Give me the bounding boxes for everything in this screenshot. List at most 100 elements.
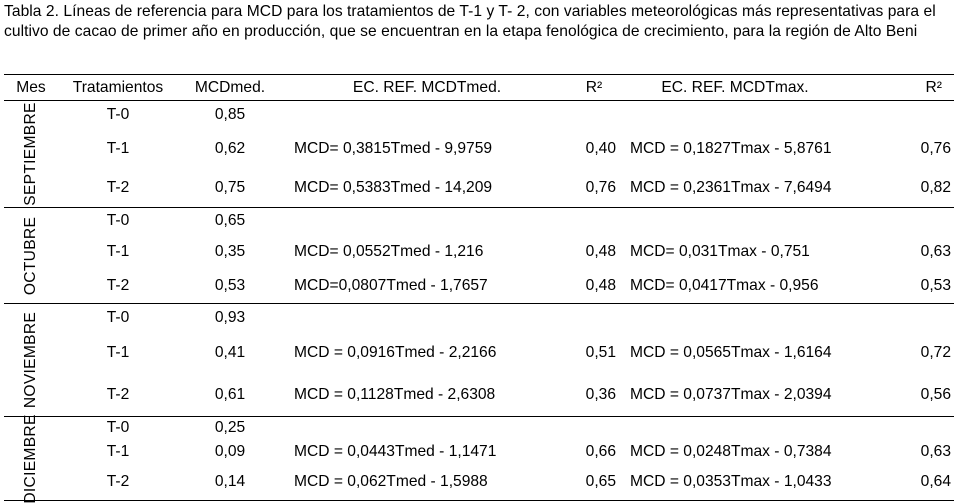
r2-max-cell <box>854 101 954 130</box>
mcdmed-cell: 0,53 <box>214 276 246 294</box>
header-ec-med: EC. REF. MCDTmed. <box>282 74 572 101</box>
mcdmed-cell: 0,85 <box>214 106 246 124</box>
ec-med-cell: MCD= 0,3815Tmed - 9,9759 <box>294 140 493 157</box>
ec-max-cell: MCD = 0,0248Tmax - 0,7384 <box>630 442 832 460</box>
r2-max-cell <box>854 416 954 440</box>
header-row: Mes Tratamientos MCDmed. EC. REF. MCDTme… <box>4 74 954 101</box>
tratamiento-cell: T-1 <box>106 344 130 361</box>
r2-max-cell: 0,53 <box>920 276 951 294</box>
table-row: T-1 0,62 MCD= 0,3815Tmed - 9,9759 0,40 MCD =… <box>4 130 954 169</box>
mcdmed-cell: 0,09 <box>214 442 246 460</box>
table-row: T-2 0,14 MCD = 0,062Tmed - 1,5988 0,65 MCD =… <box>4 463 954 501</box>
r2-max-cell: 0,63 <box>920 242 951 260</box>
month-label: OCTUBRE <box>22 216 39 295</box>
r2-med-cell <box>572 101 616 130</box>
r2-med-cell <box>572 303 616 333</box>
ec-med-cell: MCD= 0,0552Tmed - 1,216 <box>294 242 484 260</box>
month-label: DICIEMBRE <box>22 413 39 503</box>
table-row: T-1 0,35 MCD= 0,0552Tmed - 1,216 0,48 MCD= 0… <box>4 235 954 269</box>
r2-med-cell: 0,65 <box>572 463 616 501</box>
r2-med-cell <box>572 207 616 235</box>
ec-med-cell <box>282 101 572 130</box>
r2-max-cell <box>854 303 954 333</box>
tratamiento-cell: T-0 <box>58 303 178 333</box>
ec-max-cell: MCD = 0,1827Tmax - 5,8761 <box>630 140 832 157</box>
ec-med-cell: MCD = 0,0916Tmed - 2,2166 <box>294 344 497 361</box>
r2-med-cell <box>572 416 616 440</box>
reference-lines-table: Mes Tratamientos MCDmed. EC. REF. MCDTme… <box>4 74 954 503</box>
r2-med-cell: 0,36 <box>585 385 616 403</box>
ec-med-cell: MCD = 0,062Tmed - 1,5988 <box>282 463 572 501</box>
table-row: DICIEMBRE T-0 0,25 <box>4 414 954 503</box>
r2-med-cell: 0,76 <box>585 178 616 196</box>
ec-med-cell <box>282 303 572 333</box>
month-cell: SEPTIEMBRE <box>4 101 58 208</box>
month-cell: OCTUBRE <box>4 207 58 304</box>
table-row: NOVIEMBRE T-0 0,93 <box>4 303 954 417</box>
header-mcdmed: MCDmed. <box>178 74 282 101</box>
r2-max-cell: 0,76 <box>920 140 951 157</box>
ec-med-cell: MCD=0,0807Tmed - 1,7657 <box>294 276 488 294</box>
month-cell: DICIEMBRE <box>4 413 58 503</box>
header-r2-max: R² <box>854 74 954 101</box>
ec-max-cell <box>616 101 854 130</box>
mcdmed-cell: 0,14 <box>178 463 282 501</box>
mcdmed-cell: 0,25 <box>178 416 282 440</box>
tratamiento-cell: T-2 <box>106 276 130 294</box>
ec-med-cell: MCD = 0,1128Tmed - 2,6308 <box>294 385 496 403</box>
r2-med-cell: 0,51 <box>585 344 616 361</box>
tratamiento-cell: T-1 <box>106 242 130 260</box>
mcdmed-cell: 0,65 <box>178 207 282 235</box>
table-caption: Tabla 2. Líneas de referencia para MCD p… <box>4 3 936 40</box>
ec-med-cell: MCD = 0,0443Tmed - 1,1471 <box>294 442 497 460</box>
r2-med-cell: 0,48 <box>585 276 616 294</box>
ec-max-cell: MCD= 0,031Tmax - 0,751 <box>630 242 810 260</box>
ec-med-cell <box>282 416 572 440</box>
r2-max-cell: 0,64 <box>854 463 954 501</box>
r2-med-cell: 0,40 <box>585 140 616 157</box>
ec-max-cell: MCD = 0,0353Tmax - 1,0433 <box>616 463 854 501</box>
r2-max-cell: 0,72 <box>920 344 951 361</box>
r2-med-cell: 0,48 <box>585 242 616 260</box>
r2-max-cell: 0,56 <box>920 385 951 403</box>
r2-med-cell: 0,66 <box>585 442 616 460</box>
r2-max-cell: 0,63 <box>920 442 951 460</box>
mcdmed-cell: 0,93 <box>178 303 282 333</box>
mcdmed-cell: 0,35 <box>214 242 246 260</box>
mcdmed-cell: 0,61 <box>214 385 246 403</box>
tratamiento-cell: T-1 <box>106 140 130 157</box>
month-label: SEPTIEMBRE <box>22 102 39 206</box>
table-row: T-1 0,09 MCD = 0,0443Tmed - 1,1471 0,66 MCD … <box>4 440 954 464</box>
mcdmed-cell: 0,62 <box>214 140 246 157</box>
table-row: T-2 0,75 MCD= 0,5383Tmed - 14,209 0,76 MCD =… <box>4 169 954 208</box>
ec-max-cell: MCD = 0,2361Tmax - 7,6494 <box>630 178 832 196</box>
month-cell: NOVIEMBRE <box>4 303 58 417</box>
tratamiento-cell: T-0 <box>106 106 130 124</box>
tratamiento-cell: T-0 <box>58 416 178 440</box>
ec-med-cell <box>282 207 572 235</box>
tratamiento-cell: T-0 <box>58 207 178 235</box>
table-body: SEPTIEMBRE T-0 0,85 T-1 0,62 MCD= 0,3815Tmed … <box>4 101 954 503</box>
header-ec-max: EC. REF. MCDTmax. <box>616 74 854 101</box>
tratamiento-cell: T-1 <box>106 442 130 460</box>
ec-max-cell: MCD= 0,0417Tmax - 0,956 <box>630 276 819 294</box>
mcdmed-cell: 0,75 <box>214 178 246 196</box>
ec-max-cell <box>616 207 854 235</box>
ec-max-cell: MCD = 0,0737Tmax - 2,0394 <box>630 385 832 403</box>
ec-med-cell: MCD= 0,5383Tmed - 14,209 <box>294 178 493 196</box>
table-row: T-1 0,41 MCD = 0,0916Tmed - 2,2166 0,51 MCD … <box>4 333 954 374</box>
tratamiento-cell: T-2 <box>106 178 130 196</box>
header-tratamientos: Tratamientos <box>58 74 178 101</box>
ec-max-cell <box>616 303 854 333</box>
tratamiento-cell: T-2 <box>106 385 130 403</box>
mcdmed-cell: 0,41 <box>214 344 246 361</box>
table-row: T-2 0,61 MCD = 0,1128Tmed - 2,6308 0,36 MCD … <box>4 374 954 417</box>
tratamiento-cell: T-2 <box>58 463 178 501</box>
table-row: T-2 0,53 MCD=0,0807Tmed - 1,7657 0,48 MCD= 0… <box>4 269 954 304</box>
r2-max-cell: 0,82 <box>920 178 951 196</box>
month-label: NOVIEMBRE <box>22 311 39 409</box>
ec-max-cell <box>616 416 854 440</box>
ec-max-cell: MCD = 0,0565Tmax - 1,6164 <box>630 344 832 361</box>
table-row: SEPTIEMBRE T-0 0,85 <box>4 101 954 206</box>
table-row: OCTUBRE T-0 0,65 <box>4 207 954 304</box>
